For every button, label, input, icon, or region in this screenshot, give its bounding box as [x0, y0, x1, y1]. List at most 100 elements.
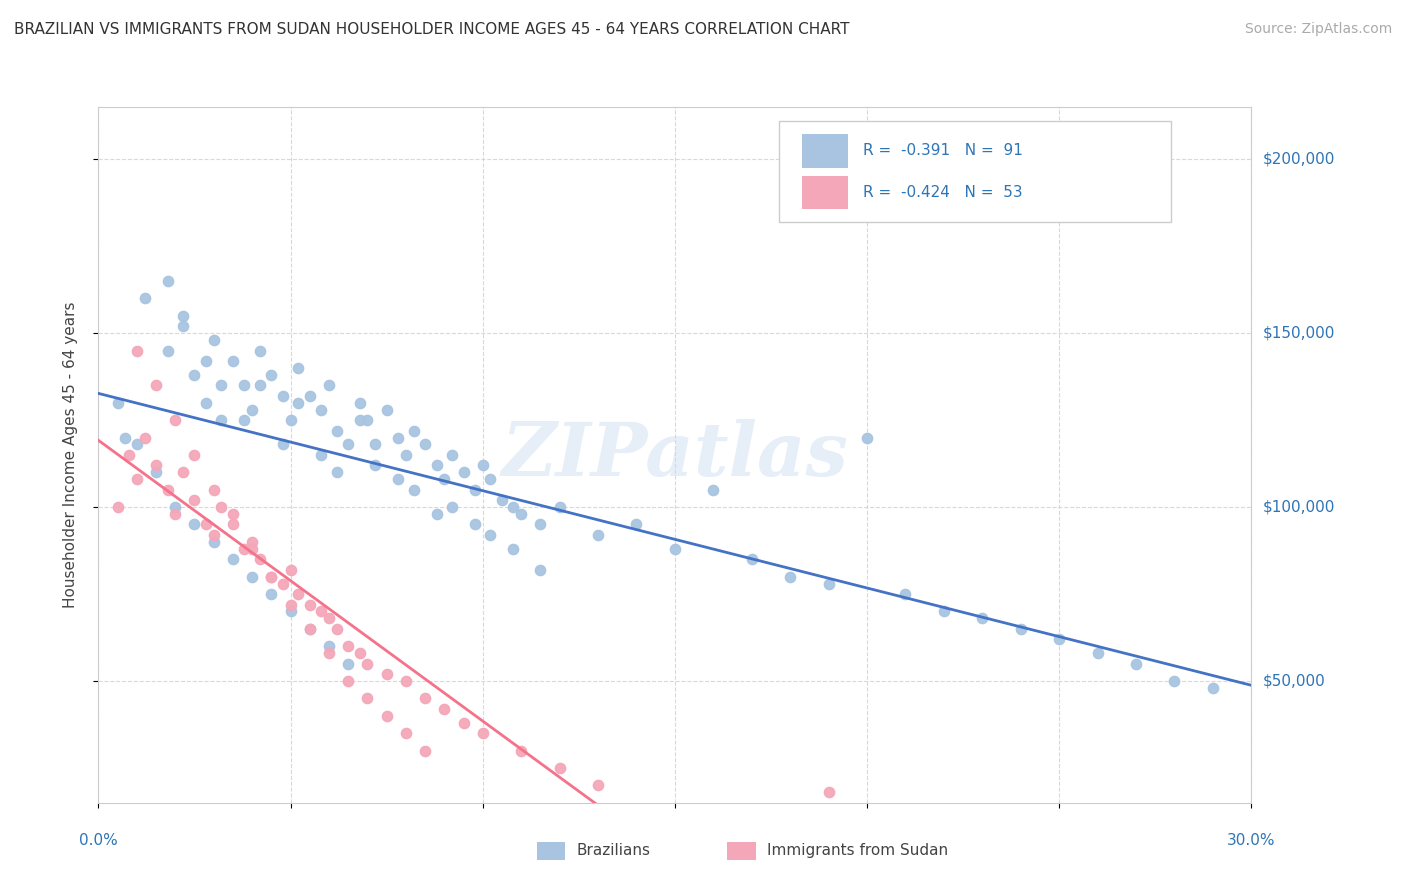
Point — [349, 413, 371, 427]
Point — [502, 541, 524, 556]
Point — [156, 274, 179, 288]
Point — [337, 674, 360, 689]
Point — [464, 517, 486, 532]
Point — [271, 437, 294, 451]
Point — [817, 576, 839, 591]
Point — [183, 517, 205, 532]
Point — [145, 458, 167, 473]
Point — [586, 528, 609, 542]
Point — [202, 483, 225, 497]
Point — [107, 396, 129, 410]
Point — [222, 552, 245, 566]
Point — [107, 500, 129, 514]
Y-axis label: Householder Income Ages 45 - 64 years: Householder Income Ages 45 - 64 years — [63, 301, 77, 608]
Point — [249, 378, 271, 392]
Point — [529, 517, 551, 532]
Point — [413, 691, 436, 706]
Point — [325, 424, 347, 438]
Point — [222, 507, 245, 521]
Point — [471, 726, 494, 740]
Point — [271, 576, 294, 591]
Point — [172, 319, 194, 334]
Point — [440, 500, 463, 514]
Point — [125, 437, 148, 451]
Point — [209, 378, 232, 392]
Point — [426, 507, 449, 521]
Point — [349, 396, 371, 410]
Point — [249, 552, 271, 566]
Point — [325, 466, 347, 480]
Point — [402, 424, 425, 438]
Point — [356, 691, 378, 706]
Point — [337, 639, 360, 653]
Point — [202, 534, 225, 549]
Point — [375, 402, 398, 417]
Point — [222, 354, 245, 368]
Bar — [537, 842, 565, 860]
Point — [440, 448, 463, 462]
Point — [271, 389, 294, 403]
Text: $200,000: $200,000 — [1263, 152, 1334, 167]
Point — [1125, 657, 1147, 671]
Point — [664, 541, 686, 556]
Point — [233, 378, 256, 392]
Point — [491, 493, 513, 508]
Point — [222, 517, 245, 532]
Point — [165, 413, 187, 427]
Point — [479, 528, 502, 542]
Point — [287, 396, 309, 410]
Point — [510, 744, 533, 758]
Point — [548, 761, 571, 775]
Point — [280, 413, 302, 427]
Text: 30.0%: 30.0% — [1227, 833, 1275, 848]
Point — [125, 472, 148, 486]
Bar — [727, 842, 755, 860]
Point — [183, 368, 205, 382]
Point — [260, 570, 283, 584]
FancyBboxPatch shape — [779, 121, 1171, 222]
Point — [413, 437, 436, 451]
Point — [165, 507, 187, 521]
Point — [240, 570, 263, 584]
Point — [145, 378, 167, 392]
Bar — [801, 134, 848, 168]
Point — [318, 378, 340, 392]
Text: 0.0%: 0.0% — [79, 833, 118, 848]
Point — [280, 563, 302, 577]
Point — [311, 402, 333, 417]
Point — [325, 622, 347, 636]
Point — [702, 483, 724, 497]
Point — [118, 448, 141, 462]
Point — [894, 587, 917, 601]
Point — [479, 472, 502, 486]
Point — [233, 413, 256, 427]
Point — [260, 368, 283, 382]
Point — [510, 507, 533, 521]
Point — [426, 458, 449, 473]
Point — [156, 483, 179, 497]
Text: Immigrants from Sudan: Immigrants from Sudan — [768, 843, 948, 858]
Point — [453, 466, 475, 480]
Point — [395, 726, 418, 740]
Point — [298, 389, 321, 403]
Point — [741, 552, 763, 566]
Point — [356, 413, 378, 427]
Point — [364, 458, 387, 473]
Point — [856, 431, 879, 445]
Point — [779, 570, 801, 584]
Point — [287, 587, 309, 601]
Text: R =  -0.424   N =  53: R = -0.424 N = 53 — [863, 186, 1022, 200]
Point — [433, 702, 456, 716]
Point — [298, 598, 321, 612]
Point — [195, 354, 218, 368]
Point — [387, 472, 409, 486]
Point — [172, 309, 194, 323]
Bar — [801, 176, 848, 210]
Point — [932, 605, 955, 619]
Point — [240, 534, 263, 549]
Point — [318, 639, 340, 653]
Point — [586, 778, 609, 793]
Point — [375, 708, 398, 723]
Point — [337, 437, 360, 451]
Point — [395, 448, 418, 462]
